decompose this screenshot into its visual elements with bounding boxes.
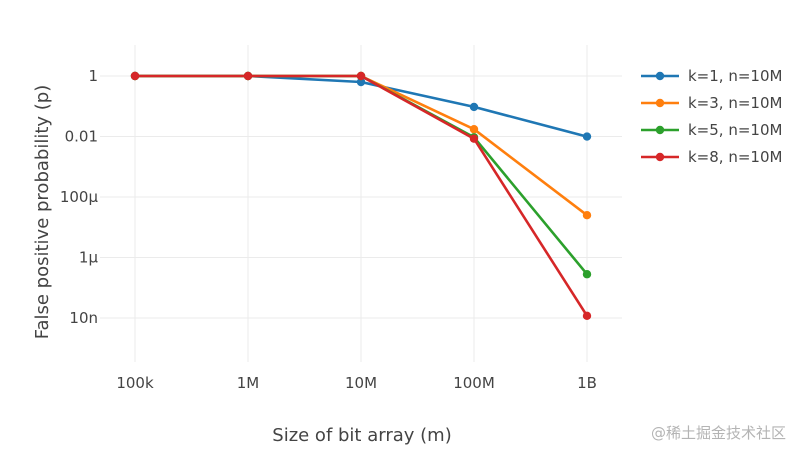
y-tick-label: 100µ: [60, 188, 99, 206]
data-point: [582, 211, 592, 220]
x-tick-label: 100k: [116, 374, 154, 392]
series-layer: [130, 71, 592, 321]
legend-swatch-marker: [655, 125, 665, 135]
legend-swatch-marker: [655, 152, 665, 162]
data-point: [582, 132, 592, 141]
legend-item: k=1, n=10M: [641, 67, 782, 85]
y-tick-label: 10n: [69, 309, 98, 327]
data-point: [356, 77, 366, 87]
data-point: [243, 71, 253, 81]
y-tick-label: 1: [88, 67, 98, 85]
y-axis-title: False positive probability (p): [32, 85, 53, 339]
data-point: [469, 102, 479, 112]
grid-layer: [100, 45, 622, 362]
y-tick-label: 0.01: [65, 128, 98, 146]
x-tick-label: 100M: [453, 374, 495, 392]
data-point: [356, 71, 366, 81]
y-tick-labels: 1 0.01 100µ 1µ 10n: [60, 67, 99, 327]
legend-item: k=5, n=10M: [641, 121, 782, 139]
series-4: [130, 71, 592, 321]
x-tick-label: 10M: [345, 374, 377, 392]
watermark: @稀土掘金技术社区: [651, 424, 786, 442]
legend-swatch-marker: [655, 71, 665, 81]
x-tick-labels: 100k 1M 10M 100M 1B: [116, 374, 597, 392]
x-tick-label: 1M: [237, 374, 260, 392]
legend-label: k=8, n=10M: [688, 148, 782, 166]
data-point: [582, 311, 592, 321]
data-point: [469, 125, 479, 134]
legend-item: k=3, n=10M: [641, 94, 782, 112]
legend-item: k=8, n=10M: [641, 148, 782, 166]
data-point: [582, 270, 592, 279]
legend-swatch-marker: [655, 98, 665, 108]
legend-label: k=5, n=10M: [688, 121, 782, 139]
legend-label: k=3, n=10M: [688, 94, 782, 112]
x-tick-label: 1B: [577, 374, 597, 392]
data-point: [469, 134, 479, 143]
legend: k=1, n=10M k=3, n=10M k=5, n=10M k=8, n=10M: [641, 67, 782, 166]
legend-label: k=1, n=10M: [688, 67, 782, 85]
x-axis-title: Size of bit array (m): [272, 425, 451, 446]
y-tick-label: 1µ: [79, 249, 99, 267]
data-point: [130, 71, 140, 81]
